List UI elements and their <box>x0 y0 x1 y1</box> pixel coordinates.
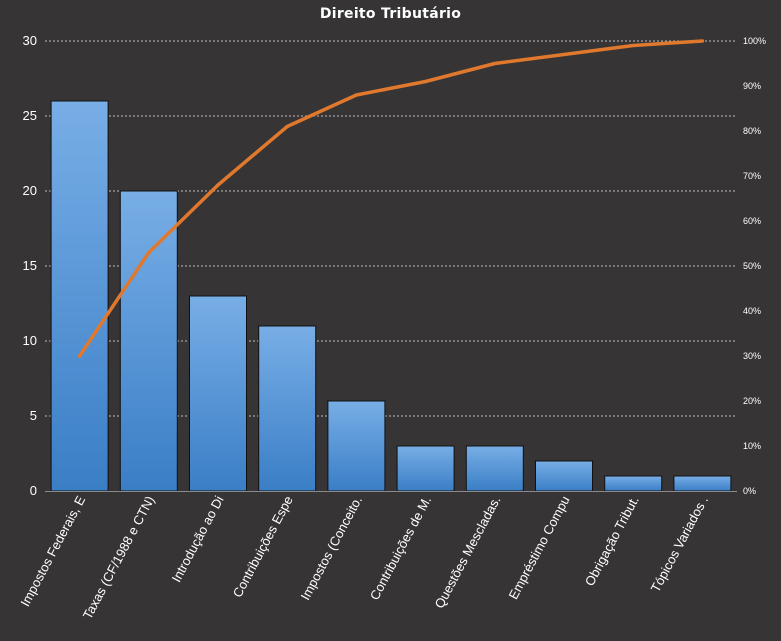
y-tick-label: 20 <box>23 183 37 198</box>
x-tick-label: Empréstimo Compu <box>505 493 572 601</box>
bar <box>604 475 663 492</box>
y2-tick-label: 30% <box>743 351 761 361</box>
bar <box>535 460 593 492</box>
y2-tick-label: 40% <box>743 306 761 316</box>
y2-tick-label: 0% <box>743 486 756 496</box>
y2-tick-label: 20% <box>743 396 761 406</box>
y-tick-label: 15 <box>23 258 37 273</box>
bar <box>258 325 317 492</box>
y2-tick-label: 60% <box>743 216 761 226</box>
x-tick-label: Contribuições de M. <box>367 493 435 602</box>
y-tick-label: 0 <box>30 483 37 498</box>
bar <box>189 295 247 492</box>
x-tick-label: Introdução ao Di <box>169 493 227 584</box>
y-tick-label: 5 <box>30 408 37 423</box>
x-tick-label: Tópicos Variados . <box>648 493 711 594</box>
x-tick-label: Impostos Federais, E <box>17 493 88 609</box>
cumulative-line <box>77 39 705 358</box>
x-tick-label: Taxas (CF/1988 e CTN) <box>80 493 158 621</box>
y2-tick-label: 10% <box>743 441 761 451</box>
x-tick-label: Impostos (Conceito. <box>298 493 366 602</box>
x-tick-label: Questões Mescladas. <box>432 493 504 610</box>
x-tick-label: Obrigação Tribut. <box>582 493 642 588</box>
x-tick-label: Contribuições Espe <box>230 493 296 600</box>
chart-title: Direito Tributário <box>319 6 462 22</box>
bar <box>327 400 386 492</box>
y2-tick-label: 90% <box>743 81 761 91</box>
y-tick-label: 25 <box>23 108 37 123</box>
bar <box>465 445 524 492</box>
bar <box>396 445 455 492</box>
bar <box>119 190 178 492</box>
y-tick-label: 10 <box>23 333 37 348</box>
y2-tick-label: 50% <box>743 261 761 271</box>
y2-tick-label: 80% <box>743 126 761 136</box>
bar <box>673 475 732 492</box>
y2-tick-label: 70% <box>743 171 761 181</box>
y2-tick-label: 100% <box>743 36 766 46</box>
bar <box>50 100 109 492</box>
y-tick-label: 30 <box>23 33 37 48</box>
